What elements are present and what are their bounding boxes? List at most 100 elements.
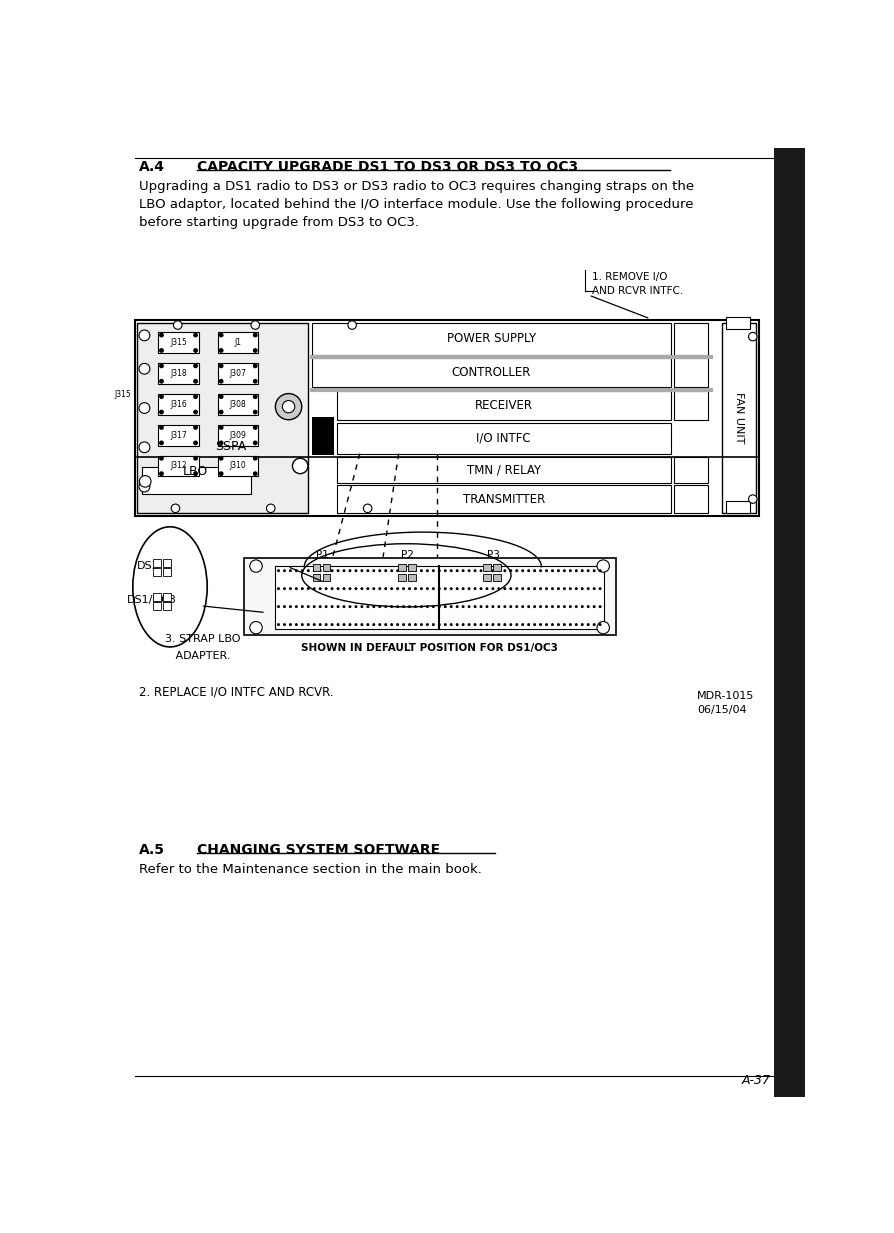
Circle shape	[283, 588, 285, 589]
Circle shape	[510, 588, 511, 589]
Circle shape	[391, 605, 392, 608]
Bar	[153, 593, 161, 600]
Circle shape	[599, 570, 600, 571]
Text: J316: J316	[170, 399, 187, 409]
Bar	[218, 425, 258, 445]
Circle shape	[444, 605, 445, 608]
Circle shape	[194, 472, 197, 476]
Circle shape	[468, 624, 469, 625]
Circle shape	[160, 380, 163, 383]
Circle shape	[563, 605, 564, 608]
Bar	[158, 364, 198, 383]
Text: J315: J315	[114, 390, 131, 398]
Circle shape	[426, 605, 427, 608]
Circle shape	[456, 588, 458, 589]
Circle shape	[160, 425, 163, 429]
Circle shape	[253, 425, 257, 429]
Circle shape	[586, 570, 588, 571]
Circle shape	[355, 570, 357, 571]
Circle shape	[194, 441, 197, 445]
Text: Refer to the Maintenance section in the main book.: Refer to the Maintenance section in the …	[139, 863, 481, 875]
Bar	[408, 563, 415, 571]
Circle shape	[420, 588, 422, 589]
Bar	[673, 391, 707, 419]
Circle shape	[367, 588, 368, 589]
Bar	[218, 333, 258, 353]
Bar	[398, 563, 405, 571]
Text: 3. STRAP LBO: 3. STRAP LBO	[164, 634, 240, 644]
Bar	[218, 395, 258, 414]
Circle shape	[275, 393, 301, 419]
Circle shape	[539, 588, 541, 589]
Circle shape	[474, 570, 476, 571]
Circle shape	[586, 624, 588, 625]
Text: I/O INTFC: I/O INTFC	[476, 432, 530, 445]
Bar	[153, 568, 161, 576]
Circle shape	[218, 459, 234, 473]
Circle shape	[515, 588, 517, 589]
Circle shape	[337, 624, 339, 625]
Circle shape	[533, 570, 535, 571]
Circle shape	[468, 570, 469, 571]
Circle shape	[468, 605, 469, 608]
Circle shape	[593, 570, 595, 571]
Circle shape	[402, 605, 404, 608]
Circle shape	[414, 588, 416, 589]
Text: J308: J308	[230, 399, 247, 409]
Circle shape	[593, 588, 595, 589]
Circle shape	[378, 605, 380, 608]
Circle shape	[539, 570, 541, 571]
Circle shape	[373, 588, 375, 589]
Text: POWER SUPPLY: POWER SUPPLY	[446, 333, 536, 345]
Circle shape	[557, 570, 559, 571]
Text: J317: J317	[170, 430, 187, 440]
Circle shape	[503, 588, 505, 589]
Circle shape	[432, 624, 434, 625]
Text: 1. REMOVE I/O: 1. REMOVE I/O	[592, 272, 667, 282]
Text: A.4: A.4	[139, 159, 164, 174]
Text: A.5: A.5	[139, 843, 164, 857]
Circle shape	[569, 588, 570, 589]
Circle shape	[527, 570, 529, 571]
Text: 2. REPLACE I/O INTFC AND RCVR.: 2. REPLACE I/O INTFC AND RCVR.	[139, 686, 333, 698]
Circle shape	[171, 504, 180, 513]
Circle shape	[266, 504, 274, 513]
Circle shape	[367, 605, 368, 608]
Circle shape	[581, 605, 582, 608]
Circle shape	[551, 624, 552, 625]
Circle shape	[545, 624, 547, 625]
Bar	[493, 573, 501, 582]
Circle shape	[290, 605, 291, 608]
Circle shape	[426, 624, 427, 625]
Bar	[135, 319, 758, 517]
Circle shape	[378, 588, 380, 589]
Circle shape	[292, 459, 308, 473]
Circle shape	[219, 349, 223, 353]
Circle shape	[348, 321, 356, 329]
Circle shape	[462, 605, 463, 608]
Text: P1: P1	[316, 550, 329, 560]
Bar	[493, 563, 501, 571]
Bar	[673, 457, 707, 483]
Bar	[673, 486, 707, 513]
Bar	[398, 573, 405, 582]
Circle shape	[581, 588, 582, 589]
Circle shape	[253, 380, 257, 383]
Circle shape	[360, 605, 362, 608]
Circle shape	[253, 472, 257, 476]
Circle shape	[194, 425, 197, 429]
Circle shape	[503, 570, 505, 571]
Bar	[312, 573, 320, 582]
Text: SHOWN IN DEFAULT POSITION FOR DS1/OC3: SHOWN IN DEFAULT POSITION FOR DS1/OC3	[301, 644, 558, 653]
Circle shape	[331, 624, 333, 625]
Circle shape	[498, 624, 499, 625]
Circle shape	[139, 364, 149, 374]
Circle shape	[521, 570, 523, 571]
Circle shape	[586, 588, 588, 589]
Circle shape	[402, 588, 404, 589]
Circle shape	[325, 624, 326, 625]
Text: TRANSMITTER: TRANSMITTER	[462, 492, 544, 506]
Circle shape	[527, 588, 529, 589]
Text: TMN / RELAY: TMN / RELAY	[466, 464, 540, 477]
Circle shape	[194, 456, 197, 460]
